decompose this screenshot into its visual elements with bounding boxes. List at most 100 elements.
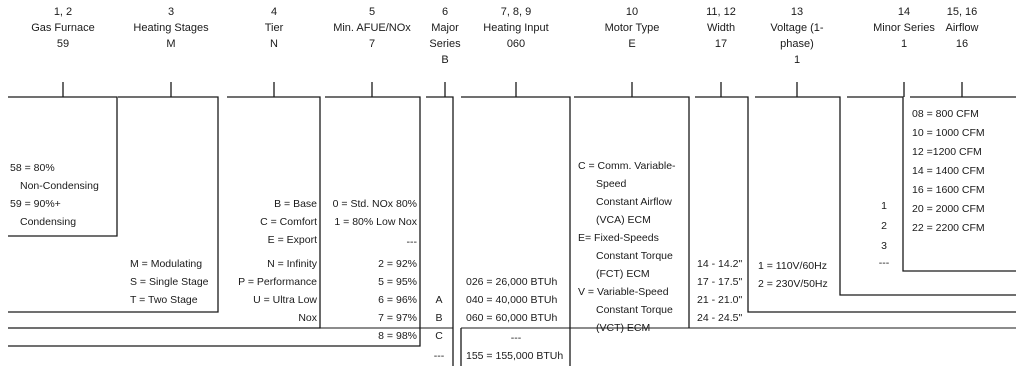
motor-type-option: Constant Torque: [596, 304, 673, 316]
tier-option: U = Ultra Low: [253, 294, 317, 306]
header-value: B: [441, 54, 449, 66]
header-position: 10: [625, 6, 639, 18]
heating-input-option: ---: [510, 332, 522, 344]
voltage-option: 2 = 230V/50Hz: [758, 278, 828, 290]
header-title: Gas Furnace: [31, 22, 95, 34]
header-title: Heating Input: [483, 22, 549, 34]
header-value: 59: [56, 38, 70, 50]
voltage-option: 1 = 110V/60Hz: [758, 260, 827, 272]
motor-type-option: E= Fixed-Speeds: [578, 232, 659, 244]
heating-input-option: 060 = 60,000 BTUh: [466, 312, 558, 324]
gas-furnace-option: Non-Condensing: [20, 180, 99, 192]
afue-option: 5 = 95%: [378, 276, 417, 288]
width-option: 24 - 24.5": [697, 312, 743, 324]
header-position: 4: [270, 6, 278, 18]
header-minor-series: 14 Minor Series 1: [859, 4, 949, 52]
header-title: Heating Stages: [133, 22, 209, 34]
motor-type-option: C = Comm. Variable-: [578, 160, 676, 172]
airflow-option: 22 = 2200 CFM: [912, 222, 985, 234]
header-position: 11, 12: [706, 6, 736, 18]
header-value: 1: [900, 38, 908, 50]
header-position: 7, 8, 9: [500, 6, 532, 18]
motor-type-option: (VCA) ECM: [596, 214, 651, 226]
width-option: 14 - 14.2": [697, 258, 743, 270]
afue-option: 8 = 98%: [378, 330, 417, 342]
header-value: M: [166, 38, 176, 50]
heating-input-option: 155 = 155,000 BTUh: [466, 350, 564, 362]
afue-option: 0 = Std. NOx 80%: [332, 198, 417, 210]
tier-option: P = Performance: [238, 276, 317, 288]
minor-series-option: ---: [878, 257, 890, 269]
gas-furnace-option: 58 = 80%: [10, 162, 55, 174]
gas-furnace-option: 59 = 90%+: [10, 198, 61, 210]
header-title: Major Series: [429, 22, 461, 50]
afue-option: 6 = 96%: [378, 294, 417, 306]
header-title: Motor Type: [604, 22, 660, 34]
afue-option: ---: [406, 236, 418, 248]
header-value: N: [270, 38, 278, 50]
motor-type-option: (VCT) ECM: [596, 322, 651, 334]
header-voltage: 13 Voltage (1-phase) 1: [757, 4, 837, 68]
header-motor-type: 10 Motor Type E: [582, 4, 682, 52]
header-title: Width: [706, 22, 736, 34]
header-value: 7: [368, 38, 376, 50]
minor-series-option: 1: [881, 200, 887, 212]
header-position: 13: [790, 6, 804, 18]
header-position: 15, 16: [946, 6, 978, 18]
motor-type-option: (FCT) ECM: [596, 268, 650, 280]
minor-series-option: 3: [881, 240, 887, 252]
heating-input-option: 040 = 40,000 BTUh: [466, 294, 558, 306]
gas-furnace-option: Condensing: [20, 216, 77, 228]
airflow-option: 14 = 1400 CFM: [912, 165, 985, 177]
width-option: 17 - 17.5": [697, 276, 743, 288]
major-series-option: ---: [433, 350, 445, 362]
tier-option: E = Export: [267, 234, 317, 246]
major-series-option: A: [435, 294, 443, 306]
major-series-option: B: [435, 312, 443, 324]
header-gas-furnace: 1, 2 Gas Furnace 59: [23, 4, 103, 52]
afue-option: 7 = 97%: [378, 312, 417, 324]
major-series-option: C: [435, 330, 443, 342]
heating-stage-option: T = Two Stage: [130, 294, 198, 306]
header-airflow: 15, 16 Airflow 16: [932, 4, 992, 52]
airflow-option: 20 = 2000 CFM: [912, 203, 985, 215]
header-position: 5: [368, 6, 376, 18]
header-width: 11, 12 Width 17: [686, 4, 756, 52]
airflow-option: 08 = 800 CFM: [912, 108, 979, 120]
motor-type-option: Constant Torque: [596, 250, 673, 262]
header-value: 16: [955, 38, 969, 50]
tier-option: C = Comfort: [260, 216, 317, 228]
tier-option: Nox: [298, 312, 317, 324]
header-heating-input: 7, 8, 9 Heating Input 060: [466, 4, 566, 52]
airflow-option: 10 = 1000 CFM: [912, 127, 985, 139]
airflow-option: 12 =1200 CFM: [912, 146, 982, 158]
heating-stage-option: S = Single Stage: [130, 276, 209, 288]
header-tier: 4 Tier N: [234, 4, 314, 52]
tier-option: N = Infinity: [267, 258, 317, 270]
header-value: E: [628, 38, 636, 50]
afue-option: 2 = 92%: [378, 258, 417, 270]
heating-input-option: 026 = 26,000 BTUh: [466, 276, 558, 288]
header-major-series: 6 Major Series B: [420, 4, 470, 68]
header-position: 3: [167, 6, 175, 18]
minor-series-option: 2: [881, 220, 887, 232]
header-title: Minor Series: [873, 22, 935, 34]
afue-option: 1 = 80% Low Nox: [334, 216, 417, 228]
header-value: 060: [506, 38, 526, 50]
tier-option: B = Base: [274, 198, 317, 210]
motor-type-option: V = Variable-Speed: [578, 286, 669, 298]
header-position: 6: [441, 6, 449, 18]
header-title: Min. AFUE/NOx: [333, 22, 411, 34]
header-title: Voltage (1-phase): [770, 22, 824, 50]
header-title: Tier: [264, 22, 284, 34]
motor-type-option: Constant Airflow: [596, 196, 672, 208]
header-value: 17: [714, 38, 728, 50]
width-option: 21 - 21.0": [697, 294, 743, 306]
airflow-option: 16 = 1600 CFM: [912, 184, 985, 196]
header-min-afue-nox: 5 Min. AFUE/NOx 7: [322, 4, 422, 52]
header-heating-stages: 3 Heating Stages M: [121, 4, 221, 52]
header-position: 14: [897, 6, 911, 18]
header-title: Airflow: [945, 22, 979, 34]
